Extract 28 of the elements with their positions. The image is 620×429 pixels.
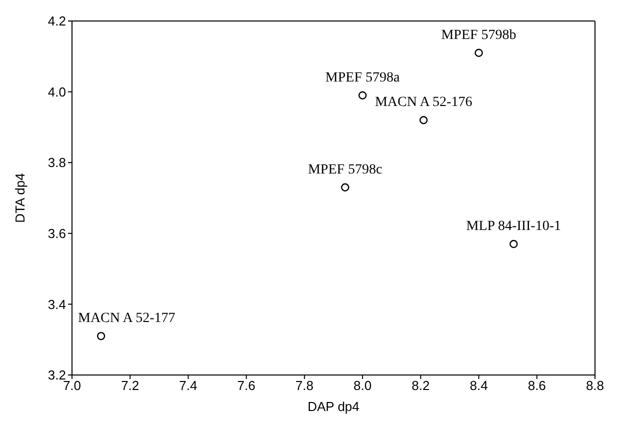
y-tick-label: 3.8 [48,155,66,170]
annotation: MPEF 5798b [441,28,516,43]
point [96,332,106,340]
x-tick-label: 7.4 [179,378,198,394]
annotation: MPEF 5798a [325,70,400,86]
annotation: MPEF 5798c [308,162,382,178]
x-axis-title: DAP dp4 [308,399,360,414]
point [474,48,483,57]
x-tick-label: 8.2 [412,378,430,394]
x-tick-label: 8.6 [528,378,546,394]
y-tick-label: 4.2 [48,14,66,29]
x-tick-label: 8.0 [354,378,372,394]
y-tick-label: 3.4 [48,296,66,312]
point [419,116,428,124]
x-tick-label: 8.8 [586,378,604,394]
y-tick-label: 4.0 [48,84,66,100]
y-tick-label: 3.6 [48,226,66,242]
annotation: MACN A 52-176 [374,95,472,110]
point [358,91,367,100]
annotation: MLP 84-III-10-1 [466,219,562,234]
x-tick-label: 7.8 [295,378,314,394]
point [510,240,518,248]
x-tick-label: 7.2 [121,378,140,394]
x-tick-label: 8.4 [470,378,488,394]
point [341,183,350,192]
annotation: MACN A 52-177 [78,311,176,326]
x-tick-label: 7.6 [237,378,256,394]
y-axis-title: DTA dp4 [12,173,28,223]
